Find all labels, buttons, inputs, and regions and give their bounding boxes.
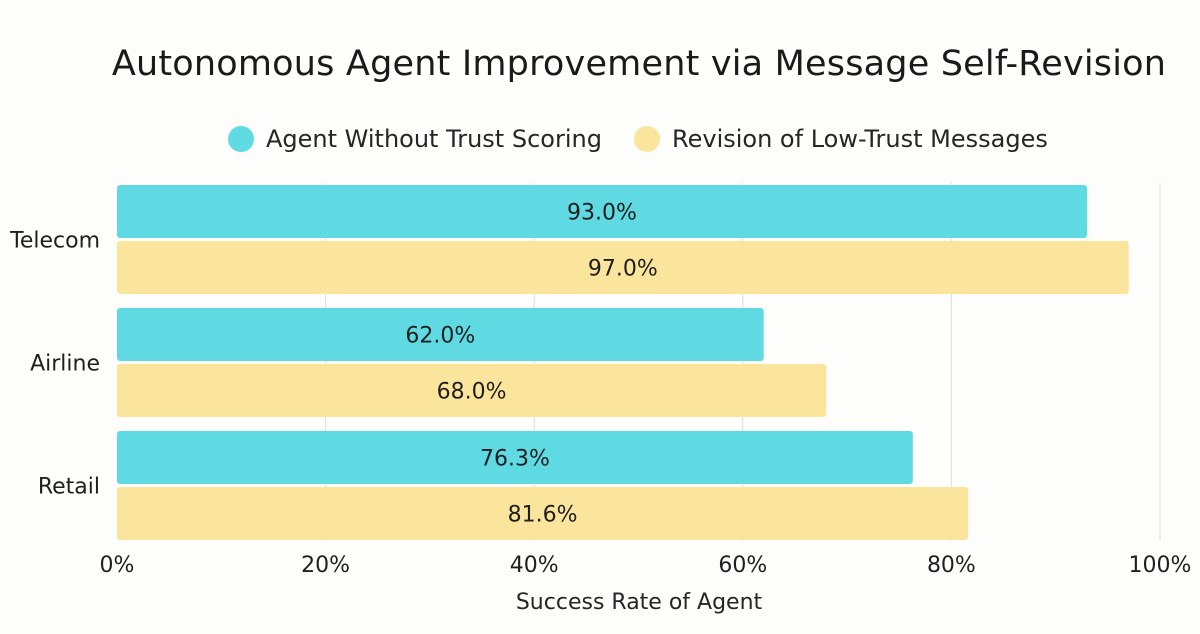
- y-tick-label-airline: Airline: [30, 352, 100, 377]
- x-tick-label-40: 40%: [510, 553, 559, 578]
- chart-title: Autonomous Agent Improvement via Message…: [111, 44, 1167, 84]
- data-label-telecom-series-2: 97.0%: [588, 257, 658, 282]
- bar-retail-series-2: [117, 487, 969, 540]
- x-tick-label-0: 0%: [100, 553, 135, 578]
- x-axis-title: Success Rate of Agent: [516, 590, 763, 615]
- bar-telecom-series-2: [117, 241, 1129, 294]
- bar-retail-series-1: [117, 431, 913, 484]
- legend-item-series-1: Agent Without Trust Scoring: [228, 121, 602, 157]
- legend-swatch-series-1: [228, 126, 254, 152]
- legend-swatch-series-2: [634, 126, 660, 152]
- legend: Agent Without Trust Scoring Revision of …: [0, 121, 1200, 157]
- legend-label-series-1: Agent Without Trust Scoring: [266, 125, 602, 153]
- bar-airline-series-2: [117, 364, 827, 417]
- x-tick-label-20: 20%: [301, 553, 350, 578]
- x-tick-label-60: 60%: [718, 553, 767, 578]
- x-tick-label-100: 100%: [1129, 553, 1192, 578]
- data-label-telecom-series-1: 93.0%: [567, 201, 637, 226]
- x-tick-label-80: 80%: [927, 553, 976, 578]
- data-label-airline-series-2: 68.0%: [437, 380, 507, 405]
- y-tick-label-telecom: Telecom: [9, 229, 100, 254]
- data-label-retail-series-1: 76.3%: [480, 447, 550, 472]
- data-label-airline-series-1: 62.0%: [405, 324, 475, 349]
- y-tick-label-retail: Retail: [38, 475, 100, 500]
- legend-label-series-2: Revision of Low-Trust Messages: [672, 125, 1048, 153]
- data-label-retail-series-2: 81.6%: [508, 503, 578, 528]
- legend-item-series-2: Revision of Low-Trust Messages: [634, 121, 1048, 157]
- bar-airline-series-1: [117, 308, 764, 361]
- bar-telecom-series-1: [117, 185, 1087, 238]
